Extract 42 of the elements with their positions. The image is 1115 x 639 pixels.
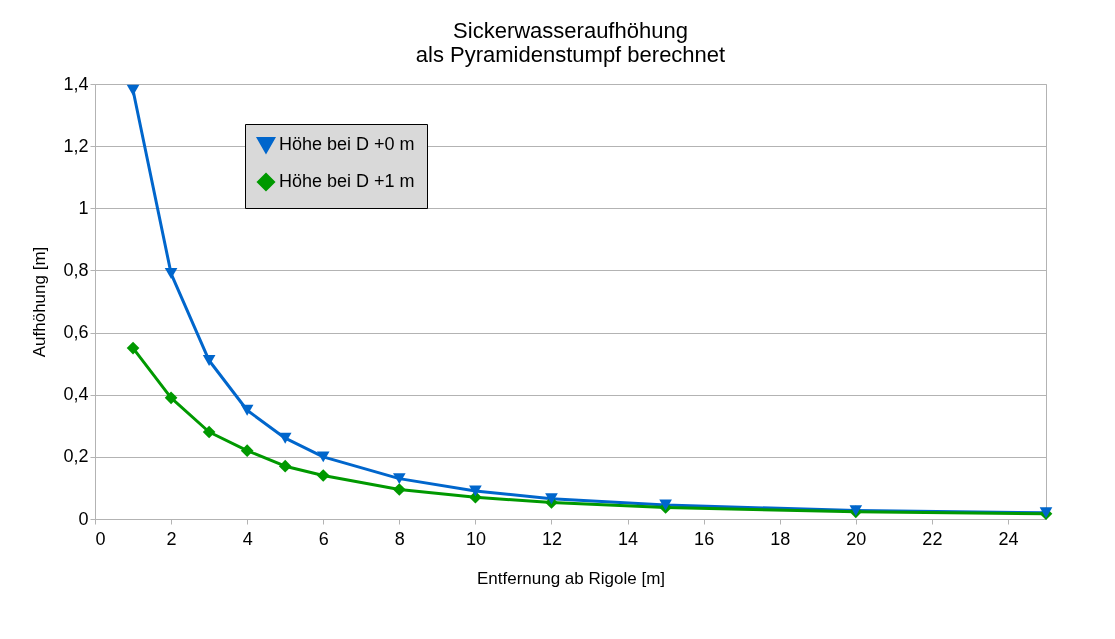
point <box>164 268 178 280</box>
x-tick-label: 18 <box>770 528 791 549</box>
x-tick-label: 2 <box>166 528 177 549</box>
x-tick-label: 20 <box>846 528 867 549</box>
y-tick-label: 0,2 <box>63 446 89 467</box>
x-tick-label: 22 <box>922 528 943 549</box>
point <box>126 341 140 355</box>
point <box>278 432 292 444</box>
point <box>469 485 482 497</box>
x-tick-label: 6 <box>318 528 329 549</box>
legend-label: Höhe bei D +0 m <box>279 134 415 154</box>
x-axis-title: Entfernung ab Rigole [m] <box>476 568 666 588</box>
point <box>316 469 330 482</box>
point <box>393 473 406 485</box>
y-tick-label: 1,4 <box>63 73 89 94</box>
y-axis-title: Aufhöhung [m] <box>30 246 50 358</box>
point <box>202 355 216 367</box>
y-tick-label: 1 <box>78 197 89 218</box>
point <box>164 391 178 405</box>
chart-title: Sickerwasseraufhöhung als Pyramidenstumpf berechnet <box>415 18 726 67</box>
point <box>126 84 140 96</box>
point <box>240 404 254 416</box>
y-tick-label: 0,4 <box>63 384 89 405</box>
y-tick-label: 0,6 <box>63 322 89 343</box>
point <box>240 444 254 457</box>
legend-label: Höhe bei D +1 m <box>279 171 415 191</box>
x-tick-label: 24 <box>998 528 1019 549</box>
point <box>278 459 292 473</box>
x-tick-label: 10 <box>465 528 486 549</box>
point <box>316 451 330 463</box>
y-tick-label: 0 <box>78 508 89 529</box>
x-tick-label: 14 <box>618 528 639 549</box>
x-tick-label: 16 <box>694 528 715 549</box>
x-tick-label: 4 <box>242 528 253 549</box>
x-tick-label: 0 <box>95 528 106 549</box>
y-tick-label: 1,2 <box>63 135 89 156</box>
point <box>545 493 558 505</box>
point <box>393 483 406 496</box>
y-tick-label: 0,8 <box>63 259 89 280</box>
x-tick-label: 8 <box>394 528 405 549</box>
x-tick-label: 12 <box>541 528 562 549</box>
point <box>202 425 216 439</box>
